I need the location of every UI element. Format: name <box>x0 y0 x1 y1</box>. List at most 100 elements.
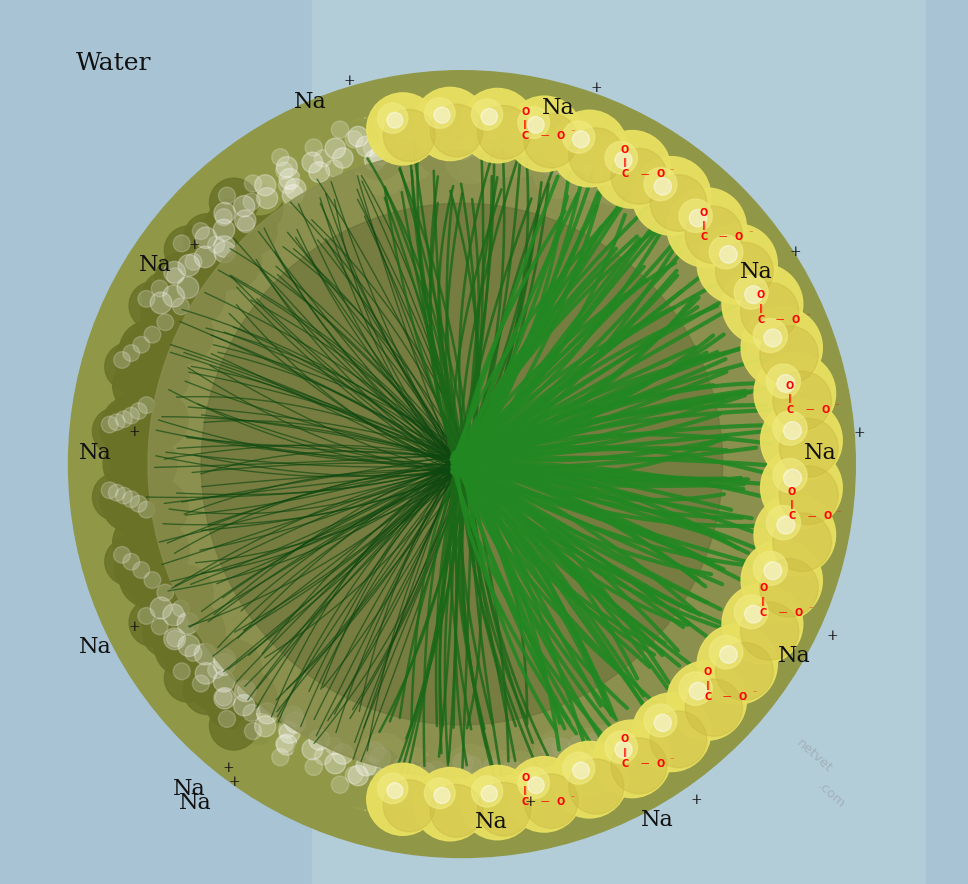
Circle shape <box>154 595 211 652</box>
Circle shape <box>418 751 469 802</box>
Text: ⁻: ⁻ <box>670 755 674 765</box>
Circle shape <box>764 562 782 580</box>
Circle shape <box>560 150 610 200</box>
Circle shape <box>115 487 133 504</box>
Circle shape <box>166 630 184 647</box>
Circle shape <box>734 275 768 309</box>
Circle shape <box>331 776 348 793</box>
Text: Na: Na <box>804 443 836 464</box>
Circle shape <box>102 474 160 532</box>
Circle shape <box>176 244 225 293</box>
Circle shape <box>114 336 162 384</box>
Circle shape <box>300 153 354 208</box>
Circle shape <box>165 226 213 274</box>
Text: O: O <box>656 758 664 769</box>
Circle shape <box>408 121 461 173</box>
Circle shape <box>267 726 322 781</box>
Circle shape <box>226 201 282 257</box>
Circle shape <box>193 675 209 692</box>
Circle shape <box>123 345 139 362</box>
Circle shape <box>569 746 619 795</box>
Circle shape <box>129 281 177 330</box>
Circle shape <box>164 289 212 337</box>
Circle shape <box>208 236 225 253</box>
Circle shape <box>418 126 469 177</box>
Circle shape <box>754 494 835 575</box>
Circle shape <box>650 175 707 232</box>
Circle shape <box>568 736 588 755</box>
Circle shape <box>165 654 213 702</box>
Circle shape <box>92 473 140 521</box>
Circle shape <box>336 121 385 171</box>
Circle shape <box>383 110 436 162</box>
Circle shape <box>522 759 541 779</box>
Text: —: — <box>778 608 787 617</box>
Circle shape <box>102 482 118 499</box>
Circle shape <box>715 242 773 300</box>
Text: O: O <box>522 107 529 117</box>
Circle shape <box>198 652 247 701</box>
Text: C: C <box>522 796 529 807</box>
Circle shape <box>455 128 473 146</box>
Text: Na: Na <box>173 778 205 799</box>
Circle shape <box>502 759 522 779</box>
Circle shape <box>514 751 564 802</box>
Text: C: C <box>704 691 711 702</box>
Circle shape <box>427 136 444 153</box>
Circle shape <box>331 121 348 138</box>
Circle shape <box>569 759 623 814</box>
Text: +: + <box>344 74 355 88</box>
Circle shape <box>340 118 393 171</box>
Circle shape <box>611 149 667 204</box>
Circle shape <box>262 740 312 789</box>
Circle shape <box>168 626 226 682</box>
Circle shape <box>710 636 742 669</box>
Circle shape <box>257 703 278 724</box>
Circle shape <box>138 397 155 414</box>
Circle shape <box>354 130 404 180</box>
Circle shape <box>168 246 226 302</box>
Circle shape <box>572 131 590 148</box>
Circle shape <box>533 751 583 800</box>
Circle shape <box>719 645 738 663</box>
Circle shape <box>243 193 260 210</box>
Circle shape <box>395 792 412 809</box>
Circle shape <box>779 466 838 524</box>
Circle shape <box>317 728 366 778</box>
Circle shape <box>453 141 473 160</box>
Circle shape <box>154 276 211 333</box>
Circle shape <box>126 389 184 447</box>
Text: +: + <box>525 795 536 809</box>
Circle shape <box>178 635 199 657</box>
Circle shape <box>722 264 802 345</box>
Circle shape <box>779 418 838 477</box>
Circle shape <box>585 734 603 752</box>
Circle shape <box>433 779 483 829</box>
Circle shape <box>131 495 147 512</box>
Circle shape <box>767 364 801 398</box>
Circle shape <box>109 394 167 453</box>
Circle shape <box>482 774 501 794</box>
Circle shape <box>151 618 168 635</box>
Circle shape <box>279 169 300 189</box>
Circle shape <box>293 143 348 198</box>
Circle shape <box>124 327 172 376</box>
Circle shape <box>193 223 209 240</box>
Circle shape <box>562 752 594 784</box>
Circle shape <box>451 92 501 142</box>
Circle shape <box>205 232 261 289</box>
Circle shape <box>235 713 285 762</box>
Circle shape <box>348 126 369 147</box>
Circle shape <box>434 788 450 804</box>
Circle shape <box>572 762 590 779</box>
Circle shape <box>279 177 295 194</box>
Circle shape <box>123 408 139 424</box>
Circle shape <box>367 93 439 165</box>
Text: +: + <box>854 426 865 440</box>
Circle shape <box>148 150 775 778</box>
Circle shape <box>650 711 707 767</box>
Circle shape <box>760 326 818 385</box>
Circle shape <box>130 388 177 436</box>
Circle shape <box>119 435 177 493</box>
Text: ‖: ‖ <box>706 681 710 690</box>
